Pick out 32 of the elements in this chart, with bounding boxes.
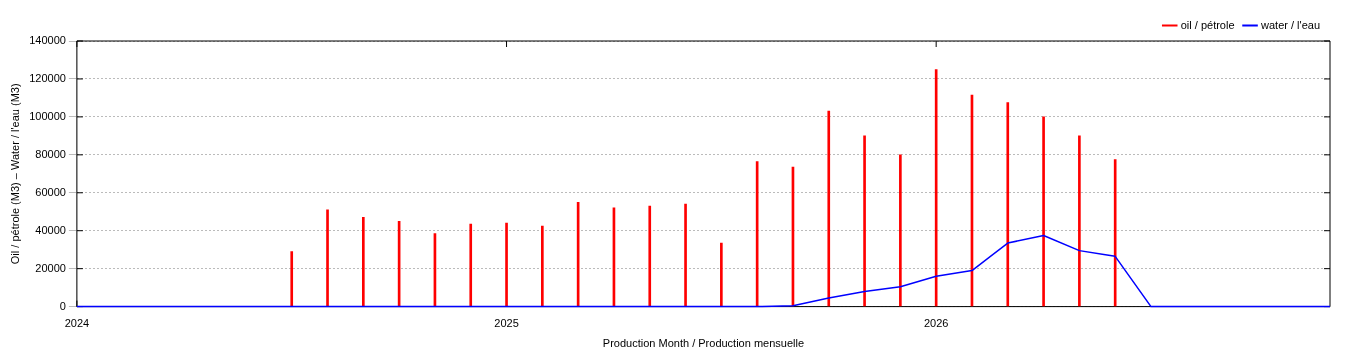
y-tick-label: 140000 (29, 34, 66, 47)
legend-label: water / l'eau (1260, 18, 1320, 31)
x-tick-label: 2024 (64, 317, 90, 330)
bar (648, 205, 652, 307)
y-tick-label: 20000 (35, 261, 66, 274)
bar (1042, 116, 1045, 307)
bar (720, 242, 723, 307)
x-axis-title: Production Month / Production mensuelle (602, 337, 805, 350)
y-tick-label: 40000 (35, 223, 66, 236)
y-tick-label: 0 (59, 299, 66, 312)
bar (684, 203, 687, 307)
bar (469, 223, 473, 307)
bar (899, 154, 902, 307)
bar (863, 135, 866, 307)
bar (290, 251, 294, 307)
bar (1006, 102, 1010, 307)
x-tick-label: 2025 (494, 317, 519, 330)
bar (934, 69, 938, 307)
bar (326, 209, 329, 307)
y-tick-label: 80000 (35, 147, 66, 160)
bar (541, 225, 544, 307)
bar (362, 217, 365, 307)
bar (1078, 135, 1081, 307)
y-tick-label: 120000 (29, 71, 66, 84)
y-axis-title: Oil / pétrole (M3) – Water / l'eau (M3) (8, 83, 21, 265)
bar (1113, 159, 1117, 307)
y-tick-label: 60000 (35, 185, 66, 198)
bar (827, 110, 831, 307)
x-tick-label: 2026 (923, 317, 949, 330)
bar (505, 222, 508, 307)
legend-label: oil / pétrole (1180, 18, 1235, 31)
y-tick-label: 100000 (29, 109, 66, 122)
